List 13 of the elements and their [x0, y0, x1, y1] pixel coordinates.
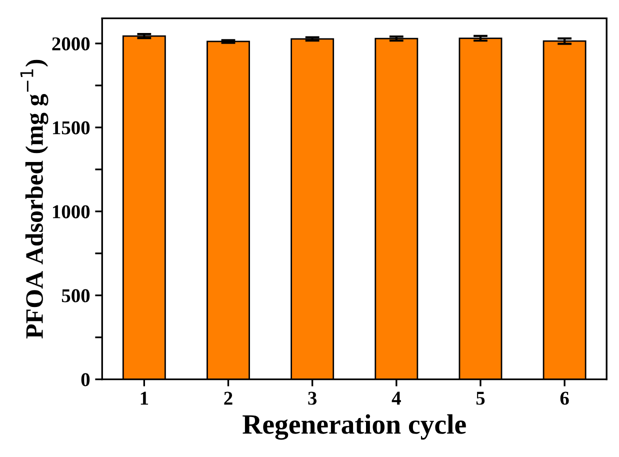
x-tick-label: 3 [308, 392, 317, 405]
y-tick-label: 2000 [52, 37, 90, 50]
x-tick-label: 4 [392, 392, 401, 405]
y-tick-label: 1000 [53, 205, 90, 218]
y-tick-label: 1500 [53, 121, 90, 134]
x-tick-label: 6 [560, 392, 569, 405]
x-tick-label: 1 [140, 392, 148, 405]
x-axis-title: Regeneration cycle [242, 414, 466, 440]
x-tick-label: 2 [224, 392, 232, 405]
y-tick-label: 500 [62, 289, 90, 302]
y-tick-label: 0 [81, 373, 90, 386]
y-axis-title: PFOA Adsorbed (mg g$^{−1}$) [20, 60, 48, 338]
x-tick-label: 5 [476, 392, 485, 405]
